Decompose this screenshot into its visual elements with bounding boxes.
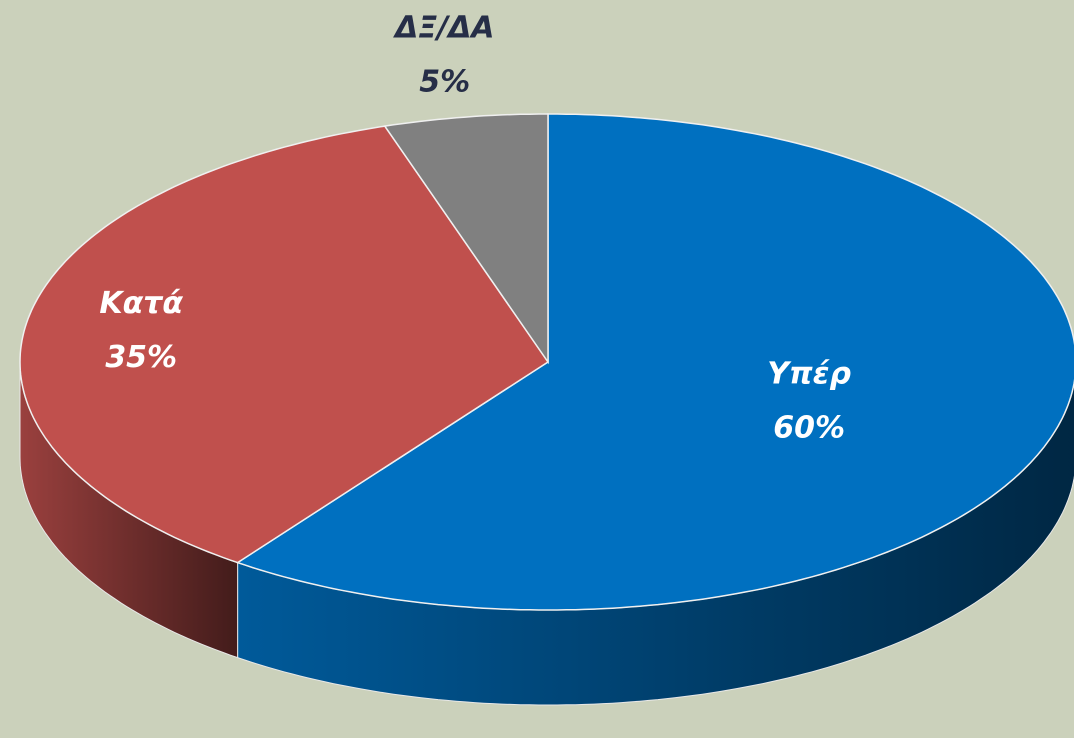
- category-label: Υπέρ: [767, 356, 851, 391]
- slice: [19, 125, 550, 564]
- value-label: 35%: [105, 340, 177, 375]
- category-label: ΔΞ/ΔΑ: [393, 10, 495, 45]
- slice: [383, 113, 549, 365]
- value-label: 5%: [419, 64, 470, 99]
- category-label: Κατά: [99, 286, 183, 321]
- slice: [235, 113, 1074, 611]
- value-label: 60%: [773, 410, 845, 445]
